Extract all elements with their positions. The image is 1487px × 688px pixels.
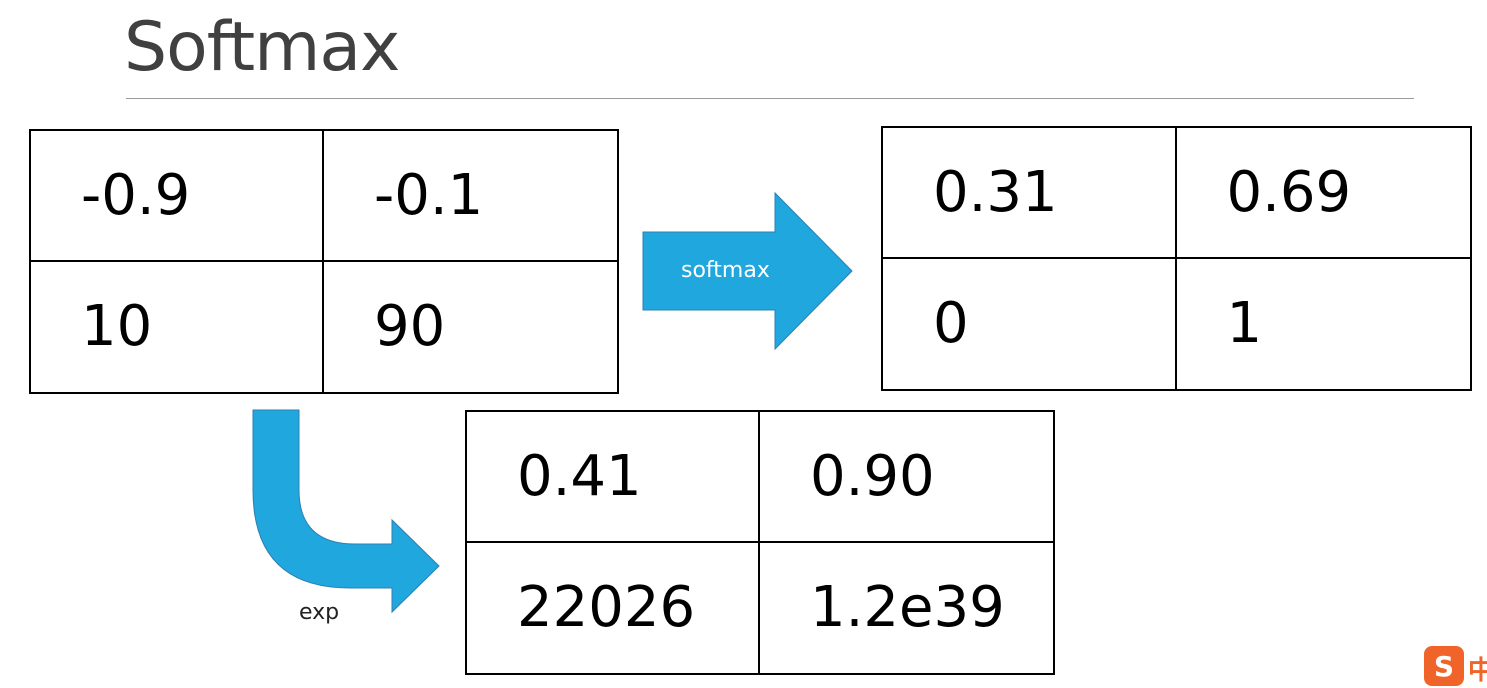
input-cell: -0.9 (31, 131, 324, 262)
sogou-ime-icon[interactable]: S (1424, 646, 1464, 686)
slide-title: Softmax (124, 8, 400, 87)
exp-cell: 1.2e39 (810, 575, 1005, 641)
softmax-arrow-label: softmax (681, 258, 770, 283)
input-cell: 90 (374, 294, 446, 360)
softmax-output-matrix: 0.31 0.69 0 1 (881, 126, 1472, 391)
input-cell: -0.1 (324, 131, 617, 262)
ime-mode-indicator[interactable]: 中 (1468, 656, 1487, 686)
ime-glyph: S (1433, 649, 1455, 683)
exp-bent-arrow (252, 409, 440, 614)
softmax-arrow (642, 191, 853, 351)
title-divider (126, 98, 1414, 99)
input-cell: 10 (31, 261, 324, 392)
exp-cell: 0.90 (760, 412, 1053, 543)
exp-arrow-label: exp (299, 600, 340, 625)
exp-cell: 22026 (467, 542, 760, 673)
exp-matrix: 0.41 0.90 22026 1.2e39 (465, 410, 1055, 675)
output-cell: 0 (883, 258, 1177, 389)
output-cell: 1 (1226, 291, 1263, 357)
output-cell: 0.69 (1176, 128, 1470, 259)
output-cell: 0.31 (883, 128, 1177, 259)
input-matrix: -0.9 -0.1 10 90 (29, 129, 619, 394)
exp-cell: 0.41 (467, 412, 760, 543)
